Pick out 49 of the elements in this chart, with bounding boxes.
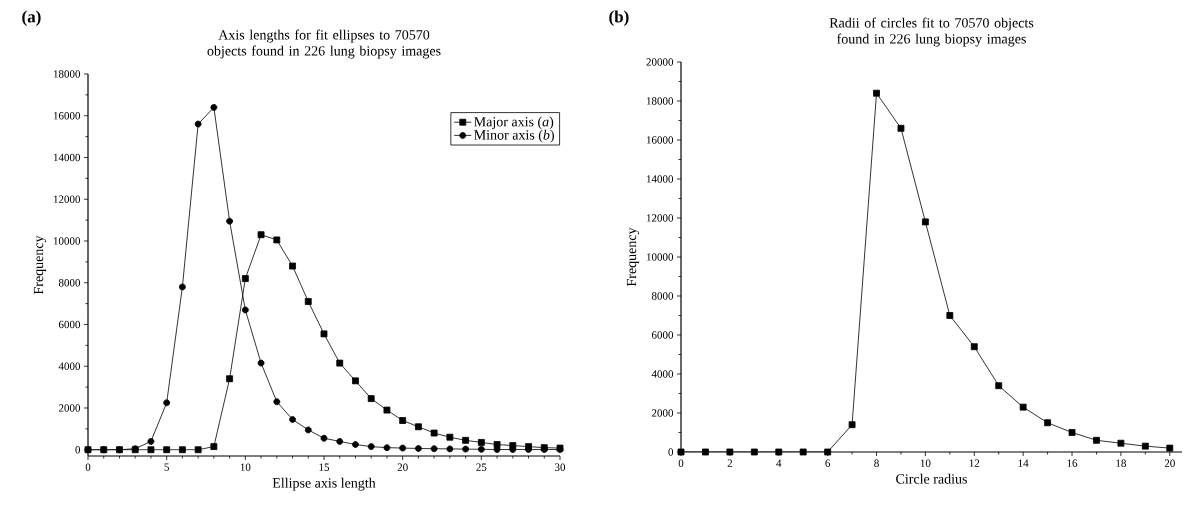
x-tick-label: 20	[397, 463, 408, 471]
y-tick-label: 14000	[53, 153, 81, 162]
y-tick-label: 12000	[646, 214, 674, 222]
y-tick-label: 20000	[646, 58, 674, 66]
y-tick-label: 4000	[58, 362, 81, 370]
y-axis-title: Frequency	[33, 235, 47, 295]
x-tick-label: 2	[727, 459, 733, 467]
x-tick-label: 14	[1018, 459, 1029, 467]
legend-label: Major axis (a)	[474, 116, 554, 130]
x-tick-label: 10	[920, 459, 931, 467]
legend-label: Minor axis (b)	[474, 129, 554, 143]
x-tick-label: 20	[1164, 459, 1175, 467]
x-tick-label: 18	[1116, 459, 1126, 467]
x-tick-label: 10	[240, 463, 251, 471]
x-tick-label: 5	[164, 463, 169, 471]
y-tick-label: 16000	[646, 136, 674, 144]
y-tick-label: 10000	[646, 253, 674, 261]
x-tick-label: 30	[555, 463, 566, 471]
y-tick-label: 6000	[58, 320, 81, 329]
chart-title: Radii of circles fit to 70570 objects found in 226 lung biopsy images	[829, 17, 1034, 47]
text: (a)	[22, 10, 41, 26]
y-tick-label: 2000	[651, 409, 674, 417]
x-axis-title: Circle radius	[896, 473, 967, 484]
chart-title: Axis lengths for fit ellipses to 70570 objects found in 226 lung biopsy images	[207, 29, 441, 59]
x-tick-label: 15	[319, 463, 330, 471]
x-tick-label: 0	[678, 459, 684, 467]
x-axis-title: Ellipse axis length	[272, 477, 376, 491]
y-tick-label: 10000	[53, 237, 81, 245]
y-tick-label: 6000	[651, 331, 674, 339]
y-tick-label: 0	[668, 448, 674, 456]
x-tick-label: 0	[85, 463, 91, 471]
y-tick-label: 8000	[651, 292, 674, 300]
x-tick-label: 4	[776, 459, 782, 467]
y-tick-label: 14000	[646, 175, 674, 183]
y-tick-label: 4000	[651, 370, 674, 378]
y-tick-label: 12000	[53, 195, 81, 203]
x-tick-label: 12	[969, 459, 980, 467]
y-axis-title: Frequency	[626, 227, 640, 287]
y-tick-label: 8000	[58, 279, 81, 287]
y-tick-label: 16000	[53, 112, 81, 120]
text: (b)	[609, 10, 629, 26]
x-tick-label: 8	[874, 459, 879, 467]
y-tick-label: 0	[75, 446, 81, 454]
y-tick-label: 18000	[646, 97, 674, 105]
y-tick-label: 2000	[58, 404, 81, 412]
x-tick-label: 25	[476, 463, 487, 471]
x-tick-label: 6	[825, 459, 831, 467]
x-tick-label: 16	[1067, 459, 1078, 467]
y-tick-label: 18000	[53, 70, 81, 78]
